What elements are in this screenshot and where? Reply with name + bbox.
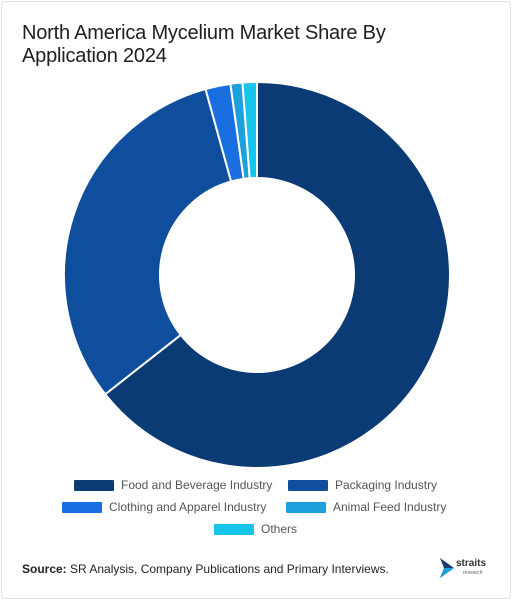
legend-swatch <box>74 479 114 491</box>
legend-item-others[interactable]: Others <box>214 522 297 536</box>
legend-swatch <box>286 501 326 513</box>
legend-item-clothing-apparel[interactable]: Clothing and Apparel Industry <box>62 500 266 514</box>
source-note: Source: SR Analysis, Company Publication… <box>22 562 389 576</box>
source-label: Source: <box>22 562 67 576</box>
legend-swatch <box>288 479 328 491</box>
chart-title: North America Mycelium Market Share By A… <box>22 22 386 67</box>
donut-slice-packaging-industry[interactable] <box>63 87 233 396</box>
legend-swatch <box>214 523 254 535</box>
logo-name: straits <box>456 558 487 569</box>
legend-swatch <box>62 501 102 513</box>
straits-logo: straits research <box>438 556 498 580</box>
source-text: SR Analysis, Company Publications and Pr… <box>66 562 389 576</box>
logo-sub: research <box>463 570 483 576</box>
legend-item-animal-feed[interactable]: Animal Feed Industry <box>286 500 446 514</box>
straits-logo-icon <box>440 558 454 578</box>
legend-label: Clothing and Apparel Industry <box>109 500 267 514</box>
legend-label: Packaging Industry <box>335 478 438 492</box>
legend-item-packaging[interactable]: Packaging Industry <box>288 478 437 492</box>
donut-slice-others[interactable] <box>241 80 258 180</box>
legend-item-food-beverage[interactable]: Food and Beverage Industry <box>74 478 272 492</box>
legend-label: Animal Feed Industry <box>333 500 447 514</box>
legend-label: Food and Beverage Industry <box>121 478 273 492</box>
legend-label: Others <box>261 522 298 536</box>
donut-slice-food-and-beverage-industry[interactable] <box>103 80 451 469</box>
